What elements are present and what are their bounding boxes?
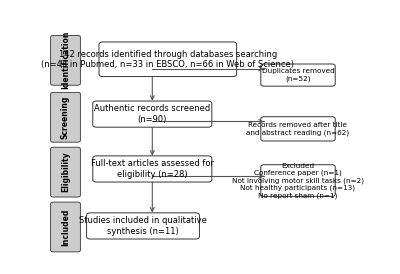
Text: Studies included in qualitative
synthesis (n=11): Studies included in qualitative synthesi… (79, 216, 207, 236)
FancyBboxPatch shape (51, 35, 80, 85)
FancyBboxPatch shape (99, 42, 237, 76)
Text: Eligibility: Eligibility (61, 152, 70, 192)
Text: 142 records identified through databases searching
(n=43 in Pubmed, n=33 in EBSC: 142 records identified through databases… (41, 50, 294, 69)
Text: Authentic records screened
(n=90): Authentic records screened (n=90) (94, 104, 210, 124)
Text: Full-text articles assessed for
eligibility (n=28): Full-text articles assessed for eligibil… (91, 159, 214, 179)
Text: Included: Included (61, 208, 70, 246)
FancyBboxPatch shape (86, 213, 200, 239)
FancyBboxPatch shape (51, 92, 80, 142)
FancyBboxPatch shape (51, 147, 80, 197)
FancyBboxPatch shape (93, 101, 212, 127)
FancyBboxPatch shape (51, 202, 80, 252)
FancyBboxPatch shape (93, 156, 212, 182)
Text: Screening: Screening (61, 96, 70, 139)
Text: Identification: Identification (61, 31, 70, 90)
Text: Records removed after title
and abstract reading (n=62): Records removed after title and abstract… (246, 122, 350, 136)
Text: Duplicates removed
(n=52): Duplicates removed (n=52) (262, 68, 334, 82)
Text: Excluded
Conference paper (n=1)
Not involving motor skill tasks (n=2)
Not health: Excluded Conference paper (n=1) Not invo… (232, 162, 364, 199)
FancyBboxPatch shape (261, 117, 335, 141)
FancyBboxPatch shape (261, 165, 335, 196)
FancyBboxPatch shape (261, 64, 335, 86)
